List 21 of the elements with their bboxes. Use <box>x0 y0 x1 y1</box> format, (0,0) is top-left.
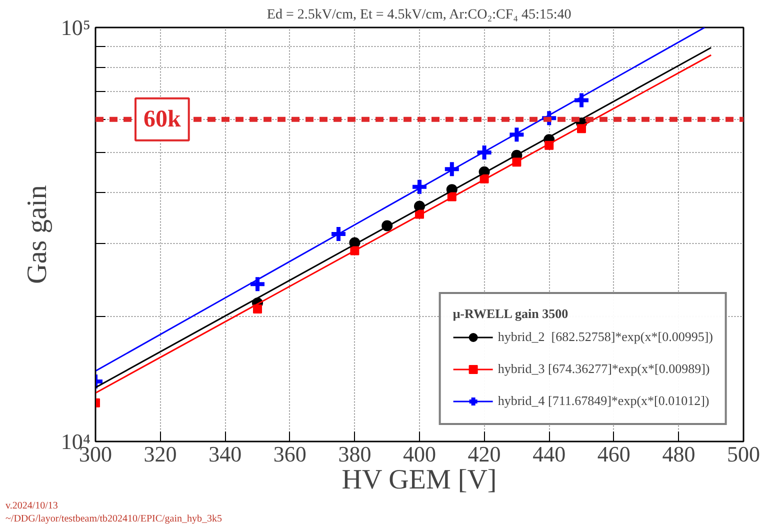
y-axis-title: Gas gain <box>22 185 53 284</box>
x-tick-label: 460 <box>597 442 630 466</box>
legend-label: hybrid_3 [674.36277]*exp(x*[0.00989]) <box>498 361 710 377</box>
legend-title: μ-RWELL gain 3500 <box>452 306 570 322</box>
x-tick-label: 500 <box>727 442 760 466</box>
x-tick-label: 480 <box>662 442 696 466</box>
x-axis-title: HV GEM [V] <box>342 464 497 496</box>
chart-title: Ed = 2.5kV/cm, Et = 4.5kV/cm, Ar:CO₂:CF₄ 45:15:40 <box>266 8 572 22</box>
legend-label: hybrid_4 [711.67849]*exp(x*[0.01012]) <box>498 393 710 409</box>
x-tick-label: 400 <box>403 442 436 466</box>
x-tick-label: 380 <box>338 442 372 466</box>
ref-line-label: 60k <box>144 106 182 132</box>
x-tick-label: 420 <box>468 442 501 466</box>
x-tick-label: 440 <box>532 442 566 466</box>
x-tick-label: 340 <box>208 442 242 466</box>
text: ~/DDG/layor/testbeam/tb202410/EPIC/gain_hyb_3k5 <box>6 514 222 524</box>
x-tick-label: 360 <box>273 442 306 466</box>
text: v.2024/10/13 <box>6 500 58 512</box>
x-tick-label: 320 <box>144 442 177 466</box>
legend-label: hybrid_2 [682.52758]*exp(x*[0.00995]) <box>498 329 713 345</box>
y-tick-label: 10⁵ <box>60 15 90 40</box>
